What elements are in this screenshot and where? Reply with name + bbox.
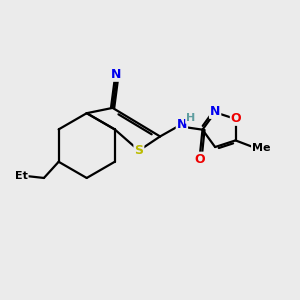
Text: O: O <box>195 153 206 166</box>
Text: N: N <box>177 118 187 131</box>
Text: O: O <box>231 112 242 125</box>
Text: Me: Me <box>252 143 270 153</box>
Text: S: S <box>134 144 143 157</box>
Text: H: H <box>186 113 195 123</box>
Text: Et: Et <box>15 171 28 181</box>
Text: N: N <box>210 105 220 118</box>
Text: N: N <box>111 68 121 81</box>
